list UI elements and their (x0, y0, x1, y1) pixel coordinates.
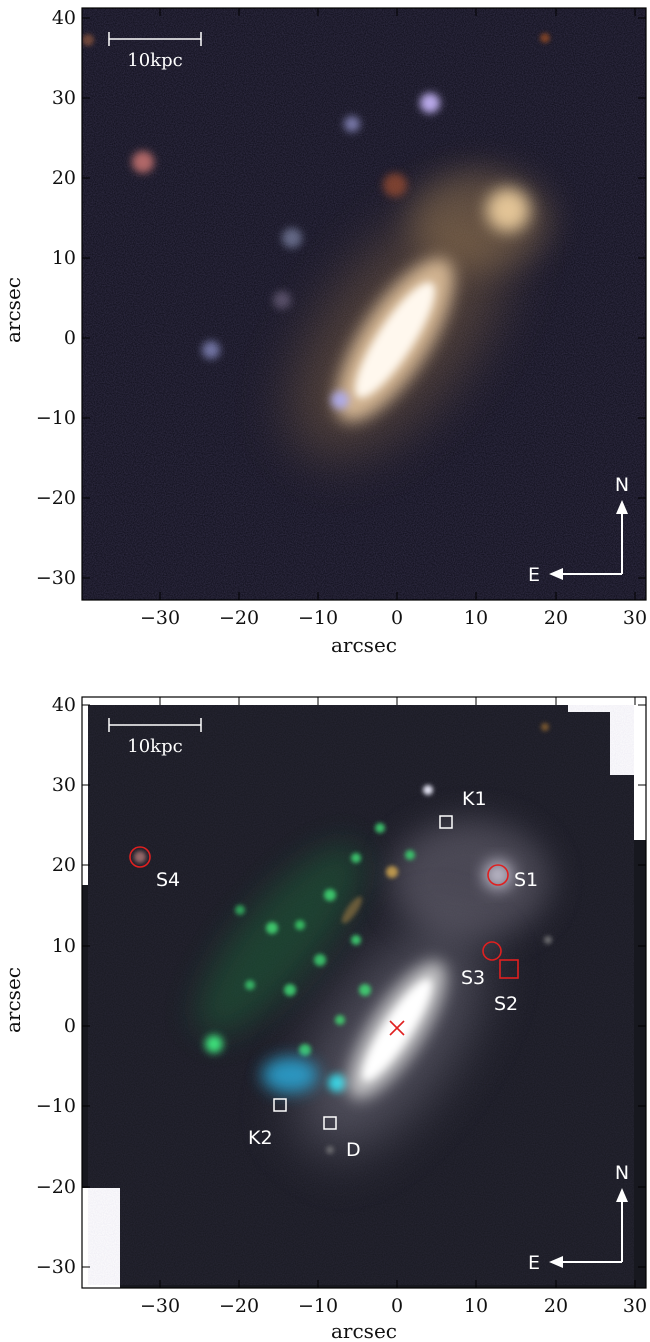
top-xtick: −30 (140, 607, 180, 629)
center-cross-icon (389, 1020, 405, 1036)
bottom-xtick-labels: −30 −20 −10 0 10 20 30 (140, 1295, 647, 1317)
top-scale-label: 10kpc (127, 50, 182, 71)
bottom-ytick: 40 (52, 694, 76, 716)
label-S2: S2 (494, 993, 518, 1015)
label-S3: S3 (461, 967, 485, 989)
top-ytick-labels: 40 30 20 10 0 −10 −20 −30 (36, 7, 76, 589)
label-S1: S1 (514, 869, 538, 891)
east-arrow-icon (549, 1256, 563, 1268)
bottom-ytick: 10 (52, 935, 76, 957)
top-xtick: −10 (298, 607, 338, 629)
marker-S2-square (499, 959, 519, 979)
marker-S1-circle (487, 864, 509, 886)
top-xtick: 10 (464, 607, 488, 629)
label-K2: K2 (248, 1127, 273, 1149)
north-arrow-icon (616, 500, 628, 514)
bottom-frame (81, 696, 647, 1289)
top-ytick: 30 (52, 87, 76, 109)
top-xtick: −20 (219, 607, 259, 629)
north-arrow-icon (616, 1188, 628, 1202)
top-xlabel: arcsec (331, 633, 397, 657)
bottom-compass: N E (528, 1162, 629, 1274)
bottom-xlabel: arcsec (331, 1319, 397, 1342)
label-S4: S4 (156, 869, 180, 891)
top-xtick: 0 (391, 607, 403, 629)
marker-K1-square (439, 815, 453, 829)
top-xtick: 30 (623, 607, 647, 629)
bottom-xtick: 20 (544, 1295, 568, 1317)
bottom-north-label: N (615, 1162, 629, 1184)
top-frame (81, 7, 647, 601)
top-ytick: 20 (52, 167, 76, 189)
bottom-xtick: −30 (140, 1295, 180, 1317)
top-ytick: 0 (64, 327, 76, 349)
top-compass: N E (528, 474, 629, 586)
east-arrow-icon (549, 568, 563, 580)
marker-D-square (323, 1116, 337, 1130)
marker-K2-square (273, 1098, 287, 1112)
top-north-label: N (615, 474, 629, 496)
top-ytick: −20 (36, 487, 76, 509)
top-scale-bar: 10kpc (108, 32, 202, 71)
bottom-ytick: −10 (36, 1095, 76, 1117)
bottom-galaxy-image (82, 697, 646, 1288)
bottom-ytick-labels: 40 30 20 10 0 −10 −20 −30 (36, 694, 76, 1278)
top-xtick-labels: −30 −20 −10 0 10 20 30 (140, 607, 647, 629)
bottom-east-label: E (528, 1252, 540, 1274)
label-K1: K1 (462, 788, 487, 810)
bottom-ylabel: arcsec (1, 967, 25, 1033)
marker-S3-circle (482, 941, 502, 961)
bottom-ytick: −30 (36, 1256, 76, 1278)
top-ytick: −10 (36, 407, 76, 429)
bottom-ytick: 20 (52, 854, 76, 876)
top-xtick: 20 (544, 607, 568, 629)
bottom-xtick: 30 (623, 1295, 647, 1317)
top-ytick: −30 (36, 567, 76, 589)
bottom-ytick: 0 (64, 1015, 76, 1037)
bottom-xtick: −10 (298, 1295, 338, 1317)
top-ticks (82, 8, 646, 600)
top-galaxy-image (82, 8, 646, 600)
marker-S4-circle (129, 846, 151, 868)
top-ytick: 10 (52, 247, 76, 269)
label-D: D (346, 1139, 361, 1161)
bottom-xtick: 0 (391, 1295, 403, 1317)
bottom-ytick: 30 (52, 774, 76, 796)
top-ylabel: arcsec (1, 277, 25, 343)
bottom-scale-bar: 10kpc (108, 718, 202, 757)
bottom-xtick: −20 (219, 1295, 259, 1317)
top-panel: −30 −20 −10 0 10 20 30 40 30 20 10 0 −10… (1, 7, 647, 657)
top-east-label: E (528, 564, 540, 586)
bottom-panel: K1 K2 D S1 S2 S3 S4 (1, 694, 647, 1342)
bottom-ytick: −20 (36, 1176, 76, 1198)
bottom-scale-label: 10kpc (127, 736, 182, 757)
bottom-xtick: 10 (464, 1295, 488, 1317)
top-ytick: 40 (52, 7, 76, 29)
bottom-markers: K1 K2 D S1 S2 S3 S4 (129, 788, 538, 1161)
bottom-ticks (82, 697, 646, 1288)
